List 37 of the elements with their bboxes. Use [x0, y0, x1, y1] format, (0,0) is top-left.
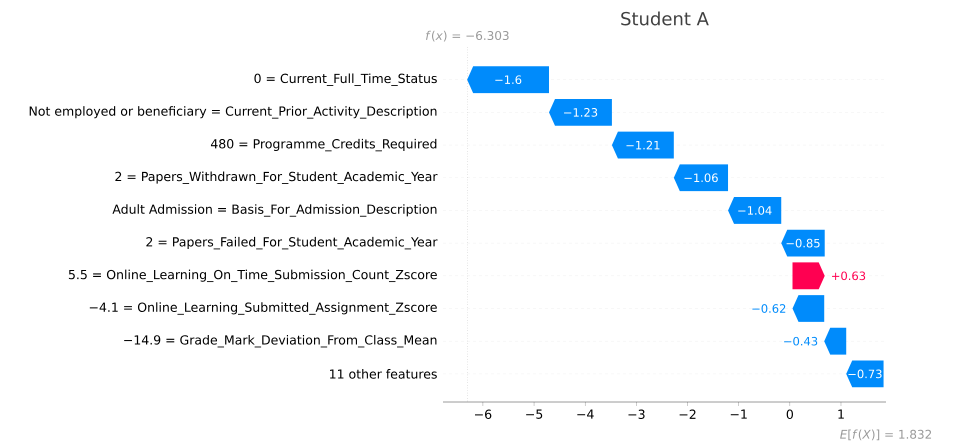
data-label: −0.62 [752, 304, 786, 313]
data-label: +0.63 [832, 271, 866, 280]
y-tick-label: Adult Admission = Basis_For_Admission_Description [112, 204, 436, 217]
text: f(x) = −6.303 [426, 30, 509, 42]
data-label: −1.23 [564, 108, 598, 117]
bar [467, 66, 549, 94]
y-tick-label: −14.9 = Grade_Mark_Deviation_From_Class_Mean [124, 334, 436, 348]
text: E[f(X)] = 1.832 [840, 430, 932, 440]
bar [728, 197, 782, 224]
x-tick-label: −6 [475, 410, 492, 419]
data-label: −1.04 [738, 206, 772, 215]
bar [612, 132, 674, 158]
y-tick-label: 480 = Programme_Credits_Required [210, 138, 436, 152]
y-tick-label: 2 = Papers_Failed_For_Student_Academic_Year [146, 236, 438, 250]
bar [548, 98, 612, 126]
data-label: −0.73 [848, 370, 882, 378]
x-tick-label: −3 [628, 410, 645, 419]
data-label: −0.85 [786, 238, 820, 248]
data-label: −1.21 [626, 140, 660, 150]
data-label: −1.06 [684, 173, 718, 182]
y-tick-label: −4.1 = Online_Learning_Submitted_Assignment_Zscore [90, 302, 437, 315]
x-tick-label: −1 [730, 410, 747, 419]
x-tick-label: 0 [786, 410, 793, 419]
y-tick-label: 5.5 = Online_Learning_On_Time_Submission_Count_Zscore [68, 270, 437, 282]
y-tick-label: 0 = Current_Full_Time_Status [254, 73, 437, 86]
data-label: −1.6 [495, 75, 522, 84]
chart-title: Student A [621, 12, 709, 26]
y-tick-label: 2 = Papers_Withdrawn_For_Student_Academic_Year [115, 172, 438, 184]
bar [674, 164, 728, 192]
x-tick-label: −5 [526, 410, 542, 419]
x-tick-label: −4 [577, 410, 594, 419]
y-tick-label: 11 other features [330, 369, 437, 379]
x-tick-label: −2 [680, 410, 696, 419]
data-label: −0.43 [784, 336, 818, 346]
bar [781, 230, 825, 257]
y-tick-label: Not employed or beneficiary = Current_Prior_Activity_Description [30, 106, 436, 119]
x-tick-label: 1 [838, 410, 844, 419]
